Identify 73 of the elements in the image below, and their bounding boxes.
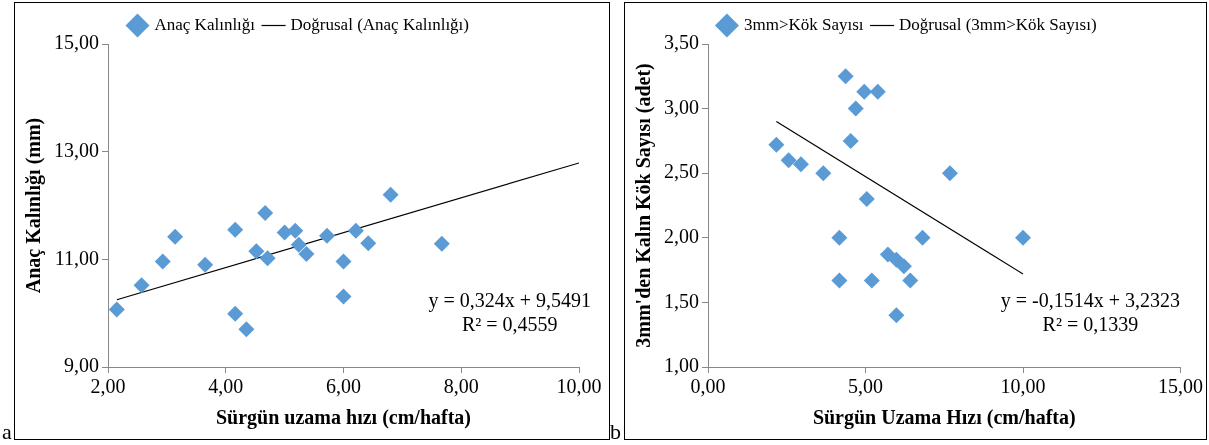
y-axis-title: Anaç Kalınlığı (mm) — [22, 117, 46, 294]
point — [167, 228, 184, 245]
point — [238, 321, 255, 338]
x-tick-label: 8,00 — [443, 375, 479, 398]
point — [869, 83, 886, 100]
x-tick-label: 10,00 — [556, 375, 602, 398]
x-tick-label: 4,00 — [208, 375, 244, 398]
point — [347, 222, 364, 239]
point — [133, 277, 150, 294]
y-tick-label: 3,50 — [664, 31, 699, 54]
x-tick-label: 10,00 — [1000, 375, 1046, 398]
text: b — [610, 419, 621, 445]
point — [914, 229, 931, 246]
x-tick-label: 0,00 — [690, 375, 726, 398]
point — [227, 221, 244, 238]
point — [831, 229, 848, 246]
point — [792, 156, 809, 173]
point — [863, 272, 880, 289]
point — [895, 258, 912, 275]
legend-label: Anaç Kalınlığı — [154, 14, 256, 34]
point — [831, 272, 848, 289]
point — [197, 256, 214, 273]
y-tick-label: 11,00 — [54, 246, 99, 269]
point — [290, 236, 307, 253]
y-tick-label: 3,00 — [664, 95, 699, 118]
x-tick-label: 2,00 — [90, 375, 126, 398]
x-axis-title: Sürgün Uzama Hızı (cm/hafta) — [812, 406, 1076, 430]
point — [902, 272, 919, 289]
point — [335, 253, 352, 270]
annotation: y = 0,324x + 9,5491 — [428, 289, 591, 312]
x-tick-label: 15,00 — [1158, 375, 1203, 398]
point — [335, 288, 352, 305]
y-tick-label: 15,00 — [54, 31, 99, 54]
point — [856, 83, 873, 100]
annotation: y = -0,1514x + 3,2323 — [1000, 289, 1180, 312]
point — [259, 250, 276, 267]
point — [154, 253, 171, 270]
point — [382, 186, 399, 203]
legend-label: 3mm>Kök Sayısı — [743, 14, 864, 34]
annotation: R² = 0,1339 — [1042, 313, 1139, 335]
point — [287, 222, 304, 239]
x-tick-label: 5,00 — [848, 375, 883, 398]
y-tick-label: 2,00 — [664, 225, 699, 248]
point — [842, 132, 859, 149]
point — [298, 245, 315, 262]
annotation: R² = 0,4559 — [461, 313, 558, 335]
point — [941, 165, 958, 182]
point — [108, 301, 125, 318]
point — [257, 205, 274, 222]
legend-label: Doğrusal (Anaç Kalınlığı) — [290, 14, 470, 34]
point — [433, 235, 450, 252]
y-tick-label: 2,50 — [664, 160, 699, 183]
y-tick-label: 1,00 — [664, 354, 699, 377]
point — [780, 152, 797, 169]
y-tick-label: 9,00 — [64, 354, 99, 377]
x-axis-title: Sürgün uzama hızı (cm/hafta) — [216, 406, 471, 430]
point — [227, 305, 244, 322]
point — [360, 235, 377, 252]
point — [858, 191, 875, 208]
text: a — [2, 419, 12, 445]
x-tick-label: 6,00 — [326, 375, 361, 398]
point — [837, 68, 854, 85]
point — [815, 165, 832, 182]
legend-label: Doğrusal (3mm>Kök Sayısı) — [899, 14, 1097, 34]
point — [847, 100, 864, 117]
y-tick-label: 13,00 — [54, 138, 99, 161]
point — [319, 227, 336, 244]
point — [888, 307, 905, 324]
point — [768, 136, 785, 153]
y-axis-title: 3mm'den Kalın Kök Sayısı (adet) — [632, 63, 656, 348]
point — [248, 243, 265, 260]
point — [1015, 229, 1031, 246]
y-tick-label: 1,50 — [664, 289, 699, 312]
